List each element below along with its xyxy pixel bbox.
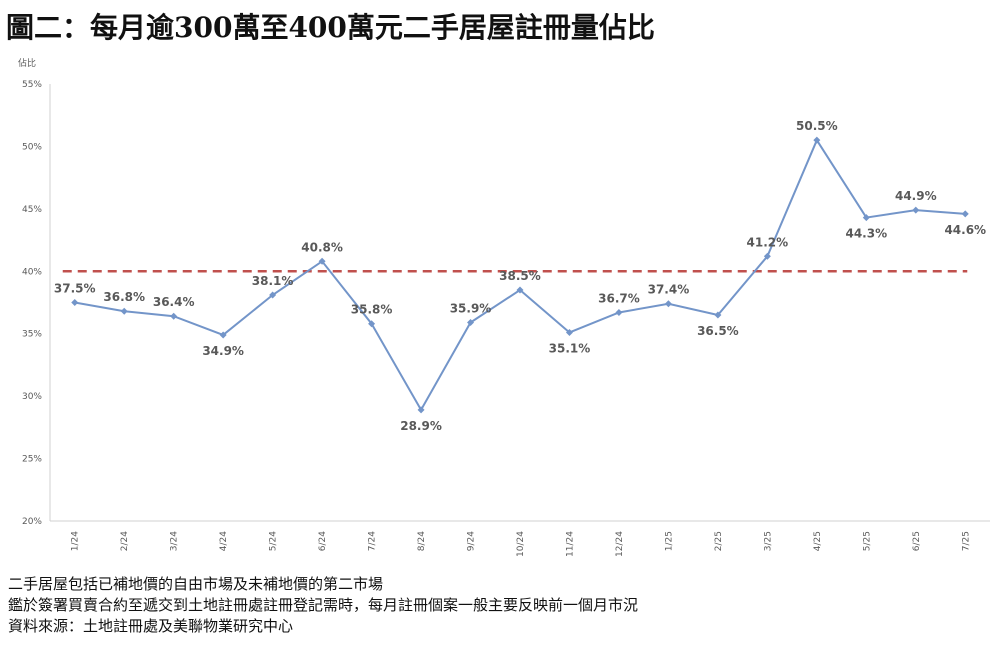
data-point: [219, 331, 227, 339]
data-point: [912, 206, 920, 214]
x-tick-label: 7/24: [368, 531, 378, 551]
data-label: 44.3%: [845, 227, 887, 241]
y-tick-label: 40%: [22, 267, 42, 277]
data-point: [961, 210, 969, 218]
x-tick-label: 8/24: [417, 531, 427, 551]
footnote-source: 資料來源：土地註冊處及美聯物業研究中心: [8, 617, 294, 635]
data-label: 36.7%: [598, 291, 640, 305]
y-tick-label: 25%: [22, 455, 42, 465]
x-axis: 1/24 2/24 3/24 4/24 5/24 6/24 7/24 8/24 9/24 10/2…: [50, 520, 990, 557]
data-labels: 37.5% 36.8% 36.4% 34.9% 38.1% 40.8% 35.8% 28.9%…: [54, 119, 986, 433]
data-label: 50.5%: [796, 119, 838, 133]
line-chart: 佔比 20% 25% 30% 35% 40% 45% 50% 55% 1/24 2/24 3/24…: [18, 57, 990, 557]
data-label: 41.2%: [747, 235, 789, 249]
data-label: 40.8%: [301, 240, 343, 254]
data-point: [714, 311, 722, 319]
data-label: 36.5%: [697, 324, 739, 338]
x-tick-label: 6/25: [912, 531, 922, 551]
x-tick-label: 6/24: [318, 531, 328, 551]
data-point: [615, 308, 623, 316]
data-label: 37.5%: [54, 282, 96, 296]
data-label: 38.5%: [499, 269, 541, 283]
y-axis: 20% 25% 30% 35% 40% 45% 50% 55%: [22, 80, 51, 527]
data-point: [813, 136, 821, 144]
x-tick-label: 4/24: [219, 531, 229, 551]
data-label: 35.8%: [351, 303, 393, 317]
x-tick-label: 3/25: [763, 531, 773, 551]
data-label: 44.6%: [944, 223, 986, 237]
data-point: [664, 300, 672, 308]
data-point: [417, 406, 425, 414]
x-tick-label: 5/25: [862, 531, 872, 551]
y-tick-label: 50%: [22, 142, 42, 152]
x-tick-label: 10/24: [516, 531, 526, 557]
data-point: [318, 257, 326, 265]
y-tick-label: 30%: [22, 392, 42, 402]
data-point: [516, 286, 524, 294]
y-tick-label: 55%: [22, 80, 42, 90]
data-point: [368, 320, 376, 328]
data-point: [71, 299, 79, 306]
x-tick-label: 7/25: [961, 531, 971, 551]
data-label: 34.9%: [202, 344, 244, 358]
x-tick-label: 2/24: [120, 531, 130, 551]
chart-title: 圖二：每月逾300萬至400萬元二手居屋註冊量佔比: [6, 11, 655, 44]
x-tick-label: 4/25: [813, 531, 823, 551]
x-tick-label: 5/24: [269, 531, 279, 551]
x-tick-label: 2/25: [714, 531, 724, 551]
footnote-1: 二手居屋包括已補地價的自由市場及未補地價的第二市場: [8, 575, 384, 593]
data-label: 28.9%: [400, 419, 442, 433]
data-point: [862, 214, 870, 222]
data-point: [565, 328, 573, 336]
data-point: [467, 318, 475, 326]
data-label: 35.1%: [549, 341, 591, 355]
data-point: [763, 252, 771, 260]
data-label: 38.1%: [252, 274, 294, 288]
data-point: [269, 291, 277, 299]
footnote-2: 鑑於簽署買賣合約至遞交到土地註冊處註冊登記需時，每月註冊個案一般主要反映前一個月…: [8, 596, 639, 614]
data-markers: [71, 136, 969, 414]
data-label: 36.4%: [153, 295, 195, 309]
x-tick-label: 11/24: [565, 531, 575, 557]
data-label: 44.9%: [895, 189, 937, 203]
data-point: [170, 312, 178, 320]
y-tick-label: 20%: [22, 517, 42, 527]
x-tick-label: 1/24: [71, 531, 81, 551]
y-tick-label: 45%: [22, 205, 42, 215]
data-label: 36.8%: [103, 290, 145, 304]
data-label: 35.9%: [450, 301, 492, 315]
x-tick-label: 1/25: [664, 531, 674, 551]
data-label: 37.4%: [648, 283, 690, 297]
footnotes: 二手居屋包括已補地價的自由市場及未補地價的第二市場 鑑於簽署買賣合約至遞交到土地…: [8, 574, 638, 637]
y-axis-label: 佔比: [18, 57, 36, 69]
x-tick-label: 9/24: [467, 531, 477, 551]
x-tick-label: 12/24: [615, 531, 625, 557]
y-tick-label: 35%: [22, 330, 42, 340]
data-point: [120, 307, 128, 315]
x-tick-label: 3/24: [170, 531, 180, 551]
